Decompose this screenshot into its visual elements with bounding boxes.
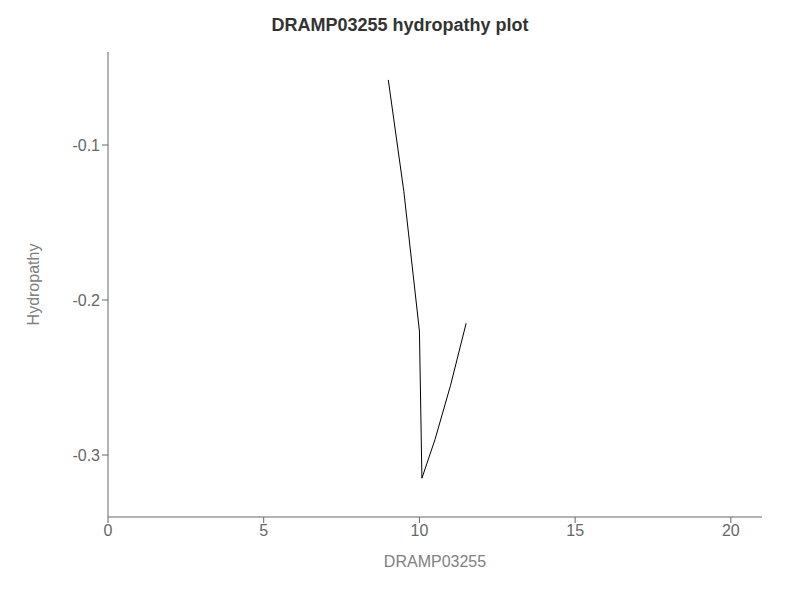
svg-text:20: 20 [722,522,740,539]
svg-text:15: 15 [566,522,584,539]
svg-text:DRAMP03255: DRAMP03255 [384,553,486,570]
svg-text:Hydropathy: Hydropathy [25,244,42,326]
svg-text:-0.2: -0.2 [72,292,100,309]
html-text:DRAMP03255 hydropathy plot: DRAMP03255 hydropathy plot [271,15,529,35]
svg-text:10: 10 [411,522,429,539]
svg-text:0: 0 [104,522,113,539]
svg-text:-0.1: -0.1 [72,137,100,154]
svg-text:-0.3: -0.3 [72,447,100,464]
svg-text:5: 5 [259,522,268,539]
